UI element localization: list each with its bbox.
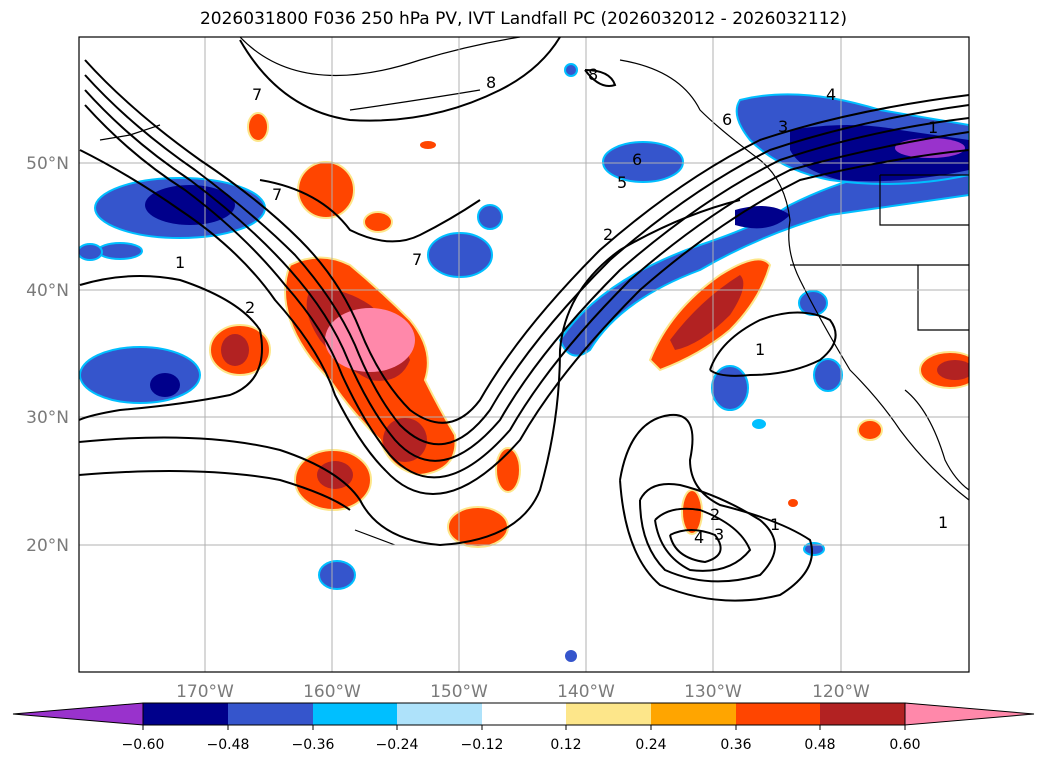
svg-text:6: 6	[632, 150, 642, 169]
colorbar-tick: 0.60	[889, 737, 920, 753]
svg-text:1: 1	[938, 513, 948, 532]
colorbar-tick: −0.60	[122, 737, 165, 753]
svg-text:3: 3	[714, 525, 724, 544]
colorbar-segment	[397, 703, 482, 725]
colorbar-segment	[482, 703, 566, 725]
lon-label-130w: 130°W	[684, 682, 742, 702]
colorbar-tick: −0.24	[376, 737, 419, 753]
svg-text:3: 3	[778, 117, 788, 136]
svg-text:2: 2	[245, 298, 255, 317]
lon-label-170w: 170°W	[176, 682, 234, 702]
colorbar-segment	[228, 703, 313, 725]
svg-text:2: 2	[710, 505, 720, 524]
longitude-labels: 170°W 160°W 150°W 140°W 130°W 120°W	[176, 682, 870, 702]
svg-text:1: 1	[770, 515, 780, 534]
colorbar-extend-max	[904, 702, 1035, 726]
svg-text:6: 6	[722, 110, 732, 129]
colorbar-extend-min	[12, 702, 144, 726]
colorbar-tick: 0.24	[635, 737, 666, 753]
lon-label-140w: 140°W	[557, 682, 615, 702]
colorbar-tick: −0.48	[207, 737, 250, 753]
colorbar: −0.60 −0.48 −0.36 −0.24 −0.12 0.12 0.24 …	[12, 702, 1035, 753]
lon-label-150w: 150°W	[430, 682, 488, 702]
svg-text:1: 1	[755, 340, 765, 359]
coastlines	[99, 37, 969, 546]
lon-label-120w: 120°W	[812, 682, 870, 702]
colorbar-segment	[651, 703, 736, 725]
lat-label-50n: 50°N	[26, 154, 69, 174]
colorbar-segment	[736, 703, 820, 725]
colorbar-segment	[313, 703, 397, 725]
colorbar-segment	[143, 703, 228, 725]
svg-text:7: 7	[252, 85, 262, 104]
lat-label-30n: 30°N	[26, 408, 69, 428]
colorbar-tick: 0.48	[804, 737, 835, 753]
colorbar-tick: 0.36	[720, 737, 751, 753]
gridlines	[79, 37, 969, 672]
lon-label-160w: 160°W	[303, 682, 361, 702]
map-title: 2026031800 F036 250 hPa PV, IVT Landfall…	[199, 9, 847, 29]
lat-label-40n: 40°N	[26, 281, 69, 301]
lat-label-20n: 20°N	[26, 536, 69, 556]
latitude-labels: 50°N 40°N 30°N 20°N	[26, 154, 69, 556]
svg-text:2: 2	[603, 225, 613, 244]
svg-text:7: 7	[272, 185, 282, 204]
svg-text:8: 8	[588, 65, 598, 84]
svg-text:5: 5	[617, 173, 627, 192]
svg-text:8: 8	[486, 73, 496, 92]
svg-text:7: 7	[412, 250, 422, 269]
contour-labels: 8 8 7 7 7 6 5 4 3 2 2 1 1 1 1 1 2 3 4 6	[175, 65, 948, 547]
colorbar-segment	[566, 703, 651, 725]
colorbar-outline	[142, 702, 906, 726]
colorbar-tick: 0.12	[550, 737, 581, 753]
colorbar-segment	[820, 703, 905, 725]
svg-text:4: 4	[826, 85, 836, 104]
map-frame	[78, 36, 970, 673]
svg-text:1: 1	[928, 118, 938, 137]
colorbar-tick: −0.12	[461, 737, 504, 753]
ivt-contours	[79, 37, 969, 602]
colorbar-tick: −0.36	[292, 737, 335, 753]
svg-text:1: 1	[175, 253, 185, 272]
svg-text:4: 4	[694, 528, 704, 547]
